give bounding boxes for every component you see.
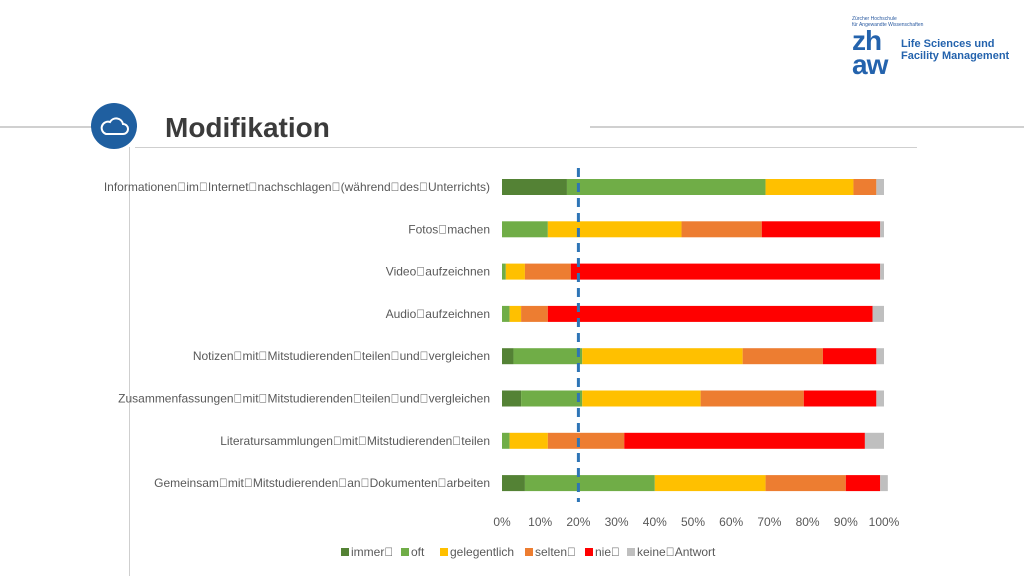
legend-label-nie: nie  xyxy=(595,545,620,559)
cloud-badge xyxy=(91,103,137,149)
x-tick-label: 90% xyxy=(834,515,858,529)
legend-label-keine_antwort: keine Antwort xyxy=(637,545,716,559)
page-title: Modifikation xyxy=(165,112,330,143)
bar-segment-oft xyxy=(521,390,583,407)
bar-segment-keine_antwort xyxy=(864,432,884,449)
x-tick-label: 70% xyxy=(757,515,781,529)
bar-segment-nie xyxy=(803,390,877,407)
bar-segment-keine_antwort xyxy=(880,475,888,492)
bar-segment-nie xyxy=(570,263,881,280)
x-tick-label: 30% xyxy=(605,515,629,529)
bar-segment-selten xyxy=(521,305,548,322)
bar-segment-oft xyxy=(502,432,510,449)
bar-segment-gelegentlich xyxy=(505,263,525,280)
legend-swatch-gelegentlich xyxy=(440,548,448,556)
bar-segment-gelegentlich xyxy=(765,179,854,195)
bar-segment-immer xyxy=(502,475,525,492)
bar-segment-gelegentlich xyxy=(547,221,682,238)
bar-segment-oft xyxy=(502,305,510,322)
x-tick-label: 40% xyxy=(643,515,667,529)
bar-segment-oft xyxy=(502,263,506,280)
bar-segment-gelegentlich xyxy=(582,348,743,365)
bar-segment-oft xyxy=(524,475,655,492)
bar-segment-selten xyxy=(524,263,571,280)
logo-department-line-2: Facility Management xyxy=(901,50,1010,62)
bar-segment-nie xyxy=(547,305,873,322)
logo-small-line-1: Zürcher Hochschule xyxy=(852,16,897,22)
x-tick-label: 80% xyxy=(796,515,820,529)
legend-label-immer: immer  xyxy=(351,545,393,559)
bar-segment-keine_antwort xyxy=(876,348,884,365)
bar-segment-oft xyxy=(513,348,583,365)
category-label: Audio aufzeichnen xyxy=(386,307,490,321)
bar-segment-nie xyxy=(845,475,881,492)
x-tick-label: 20% xyxy=(566,515,590,529)
x-tick-label: 100% xyxy=(869,515,900,529)
zhaw-logo: Zürcher Hochschule für Angewandte Wissen… xyxy=(850,16,1020,82)
bar-segment-gelegentlich xyxy=(509,432,548,449)
bar-segment-selten xyxy=(853,179,877,195)
bar-segment-selten xyxy=(742,348,823,365)
content-top-rule xyxy=(135,147,917,148)
x-tick-label: 0% xyxy=(493,515,511,529)
header-rule-left xyxy=(0,126,92,128)
bar-segment-gelegentlich xyxy=(582,390,701,407)
bar-segment-keine_antwort xyxy=(876,179,884,195)
bar-segment-nie xyxy=(761,221,881,238)
header-rule-right xyxy=(590,126,1024,128)
bar-segment-nie xyxy=(822,348,877,365)
legend: immer  oft gelegentlich selten  nie  keine An… xyxy=(341,545,716,559)
x-tick-label: 60% xyxy=(719,515,743,529)
category-labels: Informationen im Internet nachschlagen (… xyxy=(104,180,490,490)
category-label: Gemeinsam mit Mitstudierenden an Dokumen… xyxy=(154,476,490,490)
bar-segment-immer xyxy=(502,179,567,195)
content-left-rule xyxy=(129,147,130,576)
bar-segment-keine_antwort xyxy=(880,263,884,280)
bar-segment-gelegentlich xyxy=(654,475,766,492)
logo-department: Life Sciences und Facility Management xyxy=(901,38,1009,62)
category-label: Zusammenfassungen mit Mitstudierenden te… xyxy=(118,392,490,406)
bar-segment-selten xyxy=(681,221,762,238)
legend-swatch-nie xyxy=(585,548,593,556)
bar-segment-keine_antwort xyxy=(872,305,884,322)
logo-small-text: Zürcher Hochschule für Angewandte Wissen… xyxy=(852,16,932,28)
category-label: Fotos machen xyxy=(408,222,490,236)
legend-swatch-oft xyxy=(401,548,409,556)
category-label: Notizen mit Mitstudierenden teilen und v… xyxy=(193,349,490,363)
bars xyxy=(502,179,888,492)
bar-segment-oft xyxy=(566,179,766,195)
bar-segment-oft xyxy=(502,221,548,238)
bar-segment-selten xyxy=(765,475,846,492)
bar-segment-nie xyxy=(624,432,865,449)
logo-mark-zh: zh xyxy=(852,25,882,56)
cloud-icon xyxy=(100,117,129,135)
legend-swatch-immer xyxy=(341,548,349,556)
bar-segment-selten xyxy=(547,432,625,449)
category-label: Informationen im Internet nachschlagen (… xyxy=(104,180,490,194)
bar-segment-immer xyxy=(502,348,514,365)
category-label: Video aufzeichnen xyxy=(386,265,490,279)
legend-swatch-keine_antwort xyxy=(627,548,635,556)
bar-segment-gelegentlich xyxy=(509,305,522,322)
bar-segment-keine_antwort xyxy=(876,390,884,407)
legend-label-gelegentlich: gelegentlich xyxy=(450,545,514,559)
bar-segment-keine_antwort xyxy=(880,221,884,238)
x-axis-ticks: 0% 10% 20% 30% 40% 50% 60% 70% 80% 90% 100% xyxy=(493,515,899,529)
bar-segment-immer xyxy=(502,390,522,407)
logo-small-line-2: für Angewandte Wissenschaften xyxy=(852,22,924,28)
logo-mark-aw: aw xyxy=(852,49,888,80)
x-tick-label: 10% xyxy=(528,515,552,529)
bar-segment-selten xyxy=(700,390,804,407)
legend-label-selten: selten  xyxy=(535,545,576,559)
legend-swatch-selten xyxy=(525,548,533,556)
category-label: Literatursammlungen mit Mitstudierenden … xyxy=(220,434,490,448)
x-tick-label: 50% xyxy=(681,515,705,529)
logo-department-line-1: Life Sciences und xyxy=(901,38,995,50)
legend-label-oft: oft xyxy=(411,545,425,559)
